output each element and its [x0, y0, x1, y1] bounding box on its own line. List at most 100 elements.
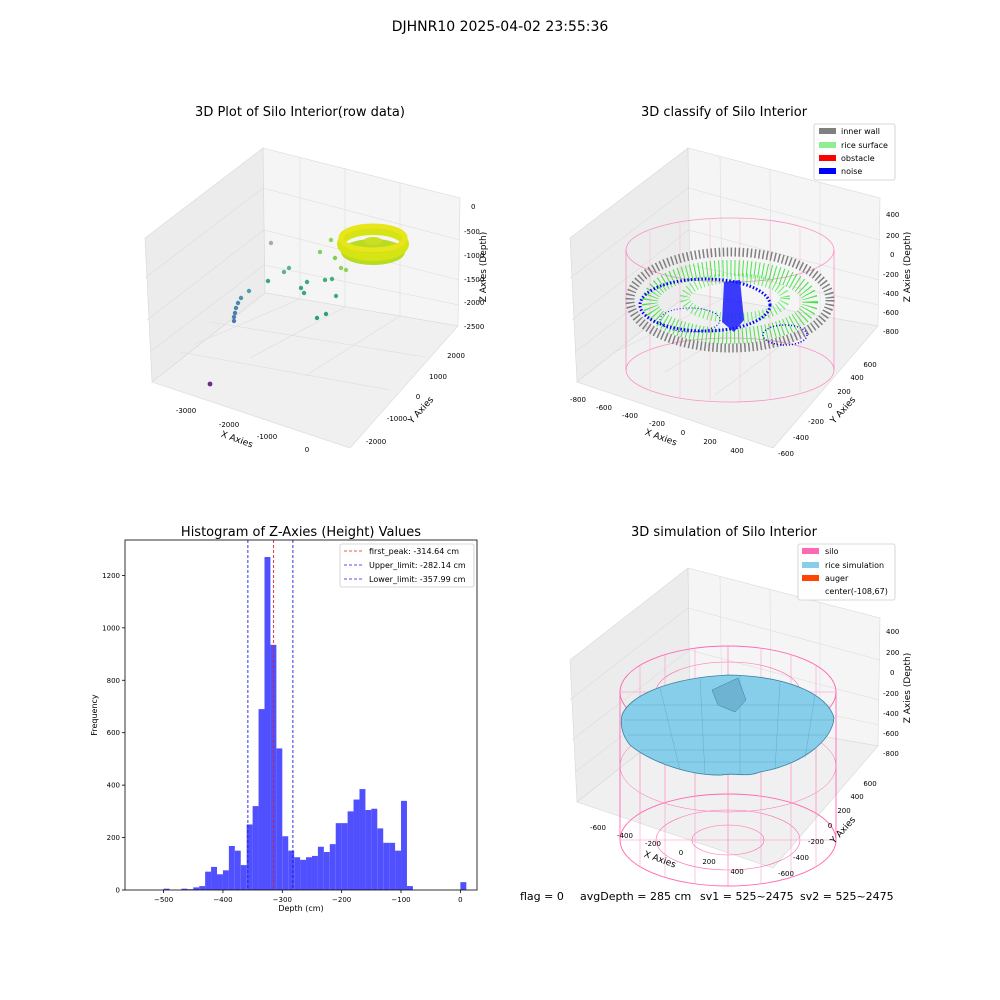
status-sv2: sv2 = 525~2475 — [800, 890, 894, 903]
raw-point — [231, 314, 237, 320]
raw-ytick: -1000 — [387, 415, 407, 423]
classify-xtick: 0 — [681, 429, 685, 437]
raw-point — [329, 276, 335, 282]
hist-ylabel: Frequency — [90, 694, 99, 736]
simulation-ztick: -800 — [883, 750, 899, 758]
raw-xtick: 0 — [305, 446, 309, 454]
hist-bar — [163, 888, 170, 890]
classify-xtick: 400 — [730, 447, 743, 455]
hist-vlines — [247, 540, 294, 890]
status-flag: flag = 0 — [520, 890, 564, 903]
hist-bar — [317, 846, 324, 890]
classify-ztick: 0 — [890, 251, 894, 259]
hist-bar — [353, 799, 360, 890]
hist-ytick-label: 1200 — [102, 572, 120, 580]
simulation-3d-title: 3D simulation of Silo Interior — [631, 525, 818, 540]
raw-xtick: -2000 — [219, 421, 239, 429]
raw-point — [232, 310, 238, 316]
raw-ztick: -500 — [464, 228, 480, 236]
hist-bar — [406, 886, 413, 890]
legend-label-noise: noise — [841, 167, 862, 176]
status-sv1: sv1 = 525~2475 — [700, 890, 794, 903]
hist-bar — [288, 850, 295, 890]
simulation-ytick: 200 — [837, 807, 850, 815]
classify-ytick: -600 — [778, 450, 794, 458]
hist-bar — [240, 865, 247, 890]
raw-ztick: -2500 — [464, 323, 484, 331]
raw-ytick: 1000 — [429, 373, 447, 381]
simulation-xtick: -200 — [645, 840, 661, 848]
legend-swatch-inner-wall — [819, 128, 836, 134]
classify-noise — [638, 277, 808, 346]
raw-xtick: -3000 — [176, 407, 196, 415]
classify-ytick: 600 — [863, 361, 876, 369]
raw-point — [317, 249, 323, 255]
simulation-ylabel: Y Axies — [828, 815, 858, 847]
classify-xtick: -200 — [649, 420, 665, 428]
hist-ytick-label: 600 — [107, 729, 120, 737]
hist-title: Histogram of Z-Axies (Height) Values — [181, 525, 421, 540]
raw-point — [338, 265, 344, 271]
legend-swatch-rice-simulation — [802, 562, 819, 568]
classify-ztick: -800 — [883, 328, 899, 336]
raw-ztick: -1500 — [464, 276, 484, 284]
simulation-ztick: 400 — [886, 628, 899, 636]
hist-xtick-label: −400 — [213, 896, 232, 904]
hist-xlabel: Depth (cm) — [278, 904, 323, 913]
legend-label-rice-simulation: rice simulation — [825, 561, 884, 570]
simulation-ztick: -600 — [883, 730, 899, 738]
simulation-ztick: 200 — [886, 649, 899, 657]
raw-point — [343, 267, 349, 273]
figure-suptitle: DJHNR10 2025-04-02 23:55:36 — [392, 19, 609, 35]
hist-bar — [276, 748, 283, 890]
simulation-ytick: -200 — [808, 838, 824, 846]
raw-point — [268, 240, 274, 246]
hist-bar — [252, 806, 259, 890]
hist-ytick-label: 800 — [107, 677, 120, 685]
hist-bar — [341, 823, 348, 890]
hist-bar — [377, 828, 384, 890]
classify-ylabel: Y Axies — [828, 395, 858, 427]
classify-ytick: 200 — [837, 388, 850, 396]
raw-xtick: -1000 — [257, 433, 277, 441]
raw-3d-ticks: -3000 -2000 -1000 0 -2000 -1000 0 1000 2… — [176, 203, 485, 454]
hist-bar — [401, 800, 407, 890]
raw-point — [231, 318, 237, 324]
simulation-ztick: 0 — [890, 669, 894, 677]
classify-ztick: -200 — [883, 271, 899, 279]
raw-point — [332, 255, 338, 261]
legend-label-silo: silo — [825, 547, 839, 556]
simulation-ticks: -600 -400 -200 0 200 400 -600 -400 -200 … — [590, 628, 899, 878]
simulation-legend: silo rice simulation auger center(-108,6… — [797, 543, 896, 601]
raw-point — [233, 305, 239, 311]
raw-point — [333, 293, 339, 299]
raw-ylabel: Y Axies — [406, 395, 436, 427]
hist-bar — [395, 850, 402, 890]
simulation-ytick: 400 — [850, 793, 863, 801]
raw-xlabel: X Axies — [219, 430, 254, 451]
legend-label-rice-surface: rice surface — [841, 141, 888, 150]
raw-point — [207, 381, 213, 387]
legend-label-lower-limit: Lower_limit: -357.99 cm — [369, 575, 466, 584]
simulation-xtick: 200 — [702, 858, 715, 866]
hist-bar — [217, 874, 223, 890]
hist-bar — [383, 842, 390, 890]
legend-swatch-auger — [802, 575, 819, 581]
legend-label-upper-limit: Upper_limit: -282.14 cm — [369, 561, 466, 570]
legend-label-obstacle: obstacle — [841, 154, 875, 163]
raw-3d-axes-box — [144, 147, 461, 449]
hist-bar — [199, 886, 206, 890]
classify-xlabel: X Axies — [643, 428, 678, 449]
hist-bar — [371, 808, 378, 890]
raw-point — [265, 278, 271, 284]
simulation-xtick: -400 — [617, 832, 633, 840]
raw-point — [314, 315, 320, 321]
hist-xtick-label: −300 — [273, 896, 292, 904]
hist-xtick-label: −100 — [391, 896, 410, 904]
classify-xtick: -400 — [622, 412, 638, 420]
simulation-xlabel: X Axies — [642, 850, 677, 871]
hist-bar — [335, 823, 342, 890]
raw-point — [301, 290, 307, 296]
status-avg-depth: avgDepth = 285 cm — [580, 890, 691, 903]
